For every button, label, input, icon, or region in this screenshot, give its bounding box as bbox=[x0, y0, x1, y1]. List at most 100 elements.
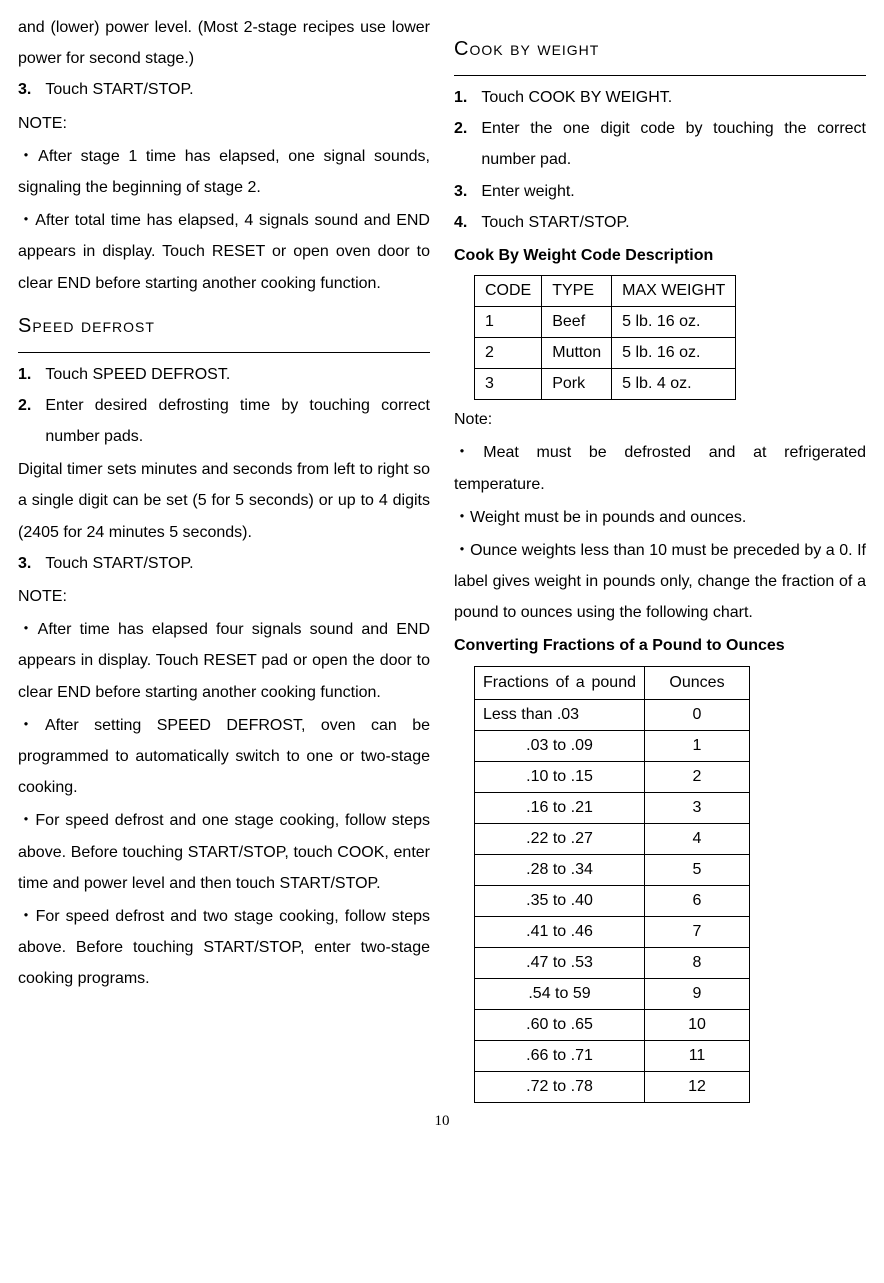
code-cell: 2 bbox=[475, 338, 542, 369]
page-number: 10 bbox=[18, 1113, 866, 1130]
intro-step-3: 3. Touch START/STOP. bbox=[18, 74, 430, 105]
speed-defrost-title: Speed defrost bbox=[18, 307, 430, 350]
step-text: Touch START/STOP. bbox=[45, 74, 430, 105]
convert-body: Less than .030.03 to .091.10 to .152.16 … bbox=[475, 699, 750, 1102]
note-label: NOTE: bbox=[18, 108, 430, 139]
step-text: Enter desired defrosting time by touchin… bbox=[45, 390, 430, 452]
ounce-cell: 0 bbox=[645, 699, 750, 730]
ounce-cell: 9 bbox=[645, 978, 750, 1009]
sd-step-2: 2. Enter desired defrosting time by touc… bbox=[18, 390, 430, 452]
fraction-cell: Less than .03 bbox=[475, 699, 645, 730]
sd-note-4: ・For speed defrost and two stage cooking… bbox=[18, 901, 430, 995]
step-text: Enter the one digit code by touching the… bbox=[481, 113, 866, 175]
step-number: 1. bbox=[454, 82, 467, 113]
table-row: .60 to .6510 bbox=[475, 1009, 750, 1040]
fractions-head: Fractions of a pound bbox=[475, 666, 645, 699]
sd-timer-para: Digital timer sets minutes and seconds f… bbox=[18, 454, 430, 548]
sd-note-3: ・For speed defrost and one stage cooking… bbox=[18, 805, 430, 899]
ounce-cell: 1 bbox=[645, 730, 750, 761]
cbw-note-3: ・Ounce weights less than 10 must be prec… bbox=[454, 535, 866, 629]
section-divider bbox=[454, 75, 866, 76]
table-row: .35 to .406 bbox=[475, 885, 750, 916]
step-number: 3. bbox=[18, 548, 31, 579]
ounce-cell: 4 bbox=[645, 823, 750, 854]
section-divider bbox=[18, 352, 430, 353]
table-row: .54 to 599 bbox=[475, 978, 750, 1009]
ounce-cell: 3 bbox=[645, 792, 750, 823]
ounce-cell: 6 bbox=[645, 885, 750, 916]
weight-cell: 5 lb. 16 oz. bbox=[612, 338, 736, 369]
table-row: 2 Mutton 5 lb. 16 oz. bbox=[475, 338, 736, 369]
table-row: .03 to .091 bbox=[475, 730, 750, 761]
cbw-step-1: 1. Touch COOK BY WEIGHT. bbox=[454, 82, 866, 113]
fraction-cell: .28 to .34 bbox=[475, 854, 645, 885]
step-number: 3. bbox=[454, 176, 467, 207]
table-row: .66 to .7111 bbox=[475, 1040, 750, 1071]
right-column: Cook by weight 1. Touch COOK BY WEIGHT. … bbox=[454, 10, 866, 1103]
table-row: .22 to .274 bbox=[475, 823, 750, 854]
table-row: .16 to .213 bbox=[475, 792, 750, 823]
type-cell: Mutton bbox=[542, 338, 612, 369]
code-table: CODE TYPE MAX WEIGHT 1 Beef 5 lb. 16 oz.… bbox=[474, 275, 736, 400]
fraction-cell: .10 to .15 bbox=[475, 761, 645, 792]
convert-table: Fractions of a pound Ounces Less than .0… bbox=[474, 666, 750, 1103]
fraction-cell: .16 to .21 bbox=[475, 792, 645, 823]
table-row: .10 to .152 bbox=[475, 761, 750, 792]
ounce-cell: 8 bbox=[645, 947, 750, 978]
fraction-cell: .47 to .53 bbox=[475, 947, 645, 978]
code-cell: 3 bbox=[475, 369, 542, 400]
step-text: Touch START/STOP. bbox=[45, 548, 430, 579]
cbw-note-label: Note: bbox=[454, 404, 866, 435]
manual-page: and (lower) power level. (Most 2-stage r… bbox=[18, 10, 866, 1103]
weight-cell: 5 lb. 16 oz. bbox=[612, 307, 736, 338]
table-header-row: Fractions of a pound Ounces bbox=[475, 666, 750, 699]
table-row: Less than .030 bbox=[475, 699, 750, 730]
note-1: ・After stage 1 time has elapsed, one sig… bbox=[18, 141, 430, 203]
fraction-cell: .35 to .40 bbox=[475, 885, 645, 916]
type-head: TYPE bbox=[542, 276, 612, 307]
sd-note-2: ・After setting SPEED DEFROST, oven can b… bbox=[18, 710, 430, 804]
fraction-cell: .72 to .78 bbox=[475, 1071, 645, 1102]
maxweight-head: MAX WEIGHT bbox=[612, 276, 736, 307]
sd-note-1: ・After time has elapsed four signals sou… bbox=[18, 614, 430, 708]
intro-step-list: 3. Touch START/STOP. bbox=[18, 74, 430, 105]
step-number: 3. bbox=[18, 74, 31, 105]
speed-defrost-steps: 1. Touch SPEED DEFROST. 2. Enter desired… bbox=[18, 359, 430, 453]
table-row: .72 to .7812 bbox=[475, 1071, 750, 1102]
fraction-cell: .54 to 59 bbox=[475, 978, 645, 1009]
table-row: .41 to .467 bbox=[475, 916, 750, 947]
table-row: .47 to .538 bbox=[475, 947, 750, 978]
step-number: 2. bbox=[18, 390, 31, 452]
ounces-head: Ounces bbox=[645, 666, 750, 699]
ounce-cell: 5 bbox=[645, 854, 750, 885]
table-row: 3 Pork 5 lb. 4 oz. bbox=[475, 369, 736, 400]
type-cell: Pork bbox=[542, 369, 612, 400]
convert-title: Converting Fractions of a Pound to Ounce… bbox=[454, 630, 866, 661]
cbw-step-3: 3. Enter weight. bbox=[454, 176, 866, 207]
cbw-step-2: 2. Enter the one digit code by touching … bbox=[454, 113, 866, 175]
fraction-cell: .22 to .27 bbox=[475, 823, 645, 854]
ounce-cell: 10 bbox=[645, 1009, 750, 1040]
ounce-cell: 7 bbox=[645, 916, 750, 947]
ounce-cell: 12 bbox=[645, 1071, 750, 1102]
weight-cell: 5 lb. 4 oz. bbox=[612, 369, 736, 400]
step-text: Touch COOK BY WEIGHT. bbox=[481, 82, 866, 113]
sd-step-1: 1. Touch SPEED DEFROST. bbox=[18, 359, 430, 390]
cbw-steps: 1. Touch COOK BY WEIGHT. 2. Enter the on… bbox=[454, 82, 866, 238]
note-2: ・After total time has elapsed, 4 signals… bbox=[18, 205, 430, 299]
step-number: 4. bbox=[454, 207, 467, 238]
ounce-cell: 11 bbox=[645, 1040, 750, 1071]
code-head: CODE bbox=[475, 276, 542, 307]
code-cell: 1 bbox=[475, 307, 542, 338]
step-text: Enter weight. bbox=[481, 176, 866, 207]
left-column: and (lower) power level. (Most 2-stage r… bbox=[18, 10, 430, 1103]
table-header-row: CODE TYPE MAX WEIGHT bbox=[475, 276, 736, 307]
speed-defrost-steps-2: 3. Touch START/STOP. bbox=[18, 548, 430, 579]
fraction-cell: .03 to .09 bbox=[475, 730, 645, 761]
fraction-cell: .41 to .46 bbox=[475, 916, 645, 947]
fraction-cell: .66 to .71 bbox=[475, 1040, 645, 1071]
step-number: 2. bbox=[454, 113, 467, 175]
step-text: Touch START/STOP. bbox=[481, 207, 866, 238]
cbw-note-1: ・Meat must be defrosted and at refrigera… bbox=[454, 437, 866, 499]
convert-title-line1: Converting Fractions of a Pound to Ounce… bbox=[454, 630, 866, 661]
